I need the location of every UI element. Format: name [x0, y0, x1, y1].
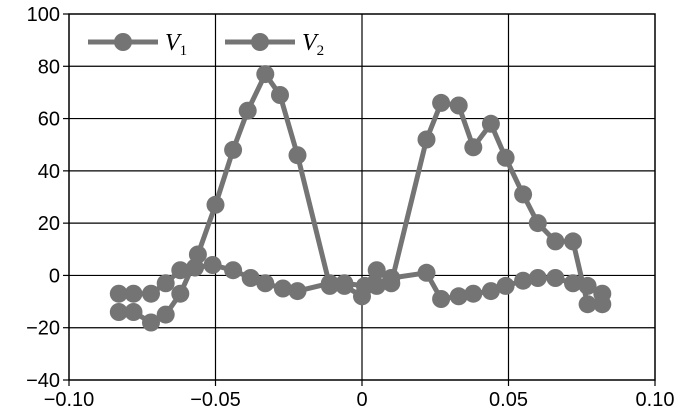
data-point-v2: [188, 245, 207, 264]
data-point-v2: [142, 313, 160, 332]
x-tick-label: 0.10: [636, 389, 675, 411]
data-point-v2: [578, 295, 597, 314]
data-point-v1: [464, 284, 483, 303]
data-point-v2: [432, 93, 451, 112]
data-point-v2: [256, 65, 275, 84]
series-layer: [109, 65, 612, 332]
data-point-v1: [432, 290, 451, 308]
data-point-v2: [367, 276, 386, 295]
data-point-v1: [417, 263, 436, 282]
data-point-v2: [109, 303, 128, 321]
data-point-v2: [449, 96, 468, 115]
data-point-v2: [464, 138, 483, 157]
legend-item-v2: V2: [225, 30, 324, 59]
data-point-v2: [335, 276, 354, 295]
data-point-v1: [273, 279, 292, 298]
y-axis: 100 80 60 40 20 0 −20 −40: [26, 4, 69, 392]
data-point-v1: [241, 269, 260, 287]
data-point-v1: [224, 261, 243, 280]
data-point-v2: [271, 86, 289, 104]
data-point-v2: [481, 114, 500, 133]
data-point-v2: [206, 195, 225, 214]
grid-lines: [69, 14, 655, 380]
x-tick-label: 0: [356, 389, 367, 411]
y-tick-label: 100: [27, 4, 60, 26]
data-point-v2: [593, 295, 612, 314]
legend-item-v1: V1: [88, 30, 187, 59]
x-tick-label: −0.05: [190, 389, 241, 411]
data-point-v2: [417, 130, 436, 149]
y-tick-label: 60: [38, 109, 60, 131]
data-point-v1: [171, 261, 190, 280]
data-point-v1: [367, 261, 386, 280]
data-point-v2: [288, 146, 307, 165]
y-tick-label: 80: [38, 56, 60, 78]
data-point-v2: [238, 101, 257, 120]
data-point-v2: [156, 305, 175, 324]
y-tick-label: 0: [49, 265, 60, 287]
data-point-v2: [171, 284, 190, 303]
data-point-v2: [382, 274, 401, 293]
data-point-v1: [203, 256, 222, 274]
legend-marker-v2: [251, 33, 269, 51]
data-point-v2: [514, 185, 533, 204]
legend: V1 V2: [88, 30, 324, 59]
data-point-v1: [514, 271, 533, 290]
legend-label-v1: V1: [165, 30, 187, 59]
y-tick-label: 20: [38, 213, 60, 235]
data-point-v1: [546, 269, 565, 287]
data-point-v2: [124, 303, 143, 321]
data-point-v1: [449, 287, 468, 306]
data-point-v2: [320, 276, 339, 295]
data-point-v2: [353, 287, 371, 306]
x-tick-label: −0.10: [44, 389, 95, 411]
data-point-v2: [496, 148, 515, 167]
data-point-v1: [288, 282, 307, 301]
data-point-v2: [528, 214, 547, 233]
x-tick-label: 0.05: [489, 389, 528, 411]
x-axis: −0.10 −0.05 0 0.05 0.10: [44, 380, 675, 411]
data-point-v2: [546, 232, 565, 251]
y-tick-label: 40: [38, 161, 60, 183]
data-point-v1: [109, 284, 128, 303]
legend-marker-v1: [114, 33, 132, 51]
data-point-v1: [496, 276, 515, 295]
data-point-v2: [224, 140, 243, 159]
legend-label-v2: V2: [302, 30, 324, 59]
y-tick-label: −20: [26, 318, 60, 340]
data-point-v1: [481, 282, 500, 301]
data-point-v1: [564, 274, 582, 293]
data-point-v1: [156, 274, 175, 293]
data-point-v2: [564, 232, 582, 251]
data-point-v1: [256, 274, 275, 293]
series-v2: [109, 65, 612, 332]
data-point-v1: [528, 269, 547, 287]
data-point-v1: [142, 284, 160, 303]
data-point-v1: [124, 284, 143, 303]
y-tick-label: −40: [26, 370, 60, 392]
